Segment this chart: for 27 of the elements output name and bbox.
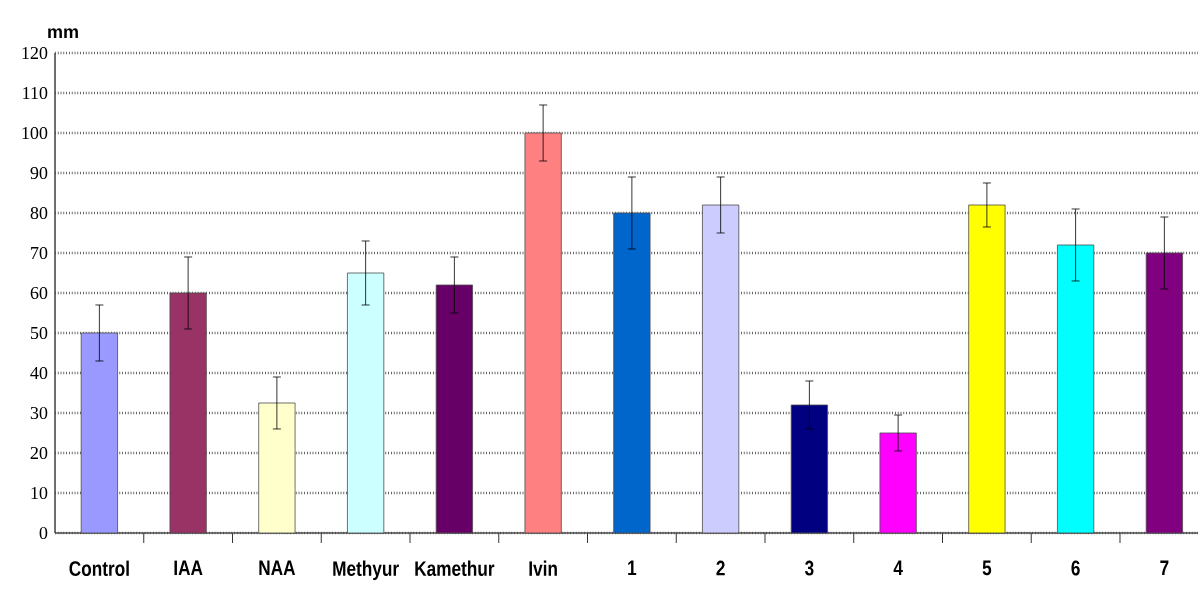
- y-tick-label: 100: [22, 126, 48, 140]
- x-tick-label: Methyur: [333, 560, 399, 581]
- y-tick-label: 80: [30, 206, 48, 220]
- x-tick-label: 4: [893, 560, 903, 576]
- y-tick-label: 120: [22, 46, 48, 60]
- y-tick-label: 0: [39, 526, 48, 540]
- y-tick-label: 110: [23, 86, 48, 100]
- y-tick-label: 70: [31, 246, 48, 260]
- y-tick-label: 10: [31, 486, 48, 500]
- x-tick-label: 5: [982, 560, 992, 576]
- y-tick-label: 20: [30, 446, 48, 460]
- x-tick-label: 1: [628, 560, 637, 576]
- y-tick-label: 50: [30, 326, 48, 340]
- x-tick-label: Kamethur: [415, 560, 495, 577]
- x-tick-label: 3: [805, 560, 814, 576]
- x-tick-label: IAA: [174, 560, 203, 576]
- y-tick-label: 90: [30, 166, 48, 180]
- y-tick-label: 30: [30, 406, 48, 420]
- x-tick-label: Control: [69, 560, 129, 577]
- x-tick-label: Ivin: [529, 560, 557, 576]
- y-tick-label: 60: [30, 286, 48, 300]
- x-tick-label: 6: [1071, 560, 1080, 576]
- y-tick-label: 40: [30, 366, 48, 380]
- x-tick-label: NAA: [259, 560, 296, 576]
- x-tick-label: 7: [1160, 560, 1169, 576]
- y-axis-title: mm: [48, 28, 78, 38]
- x-tick-label: 2: [716, 560, 725, 576]
